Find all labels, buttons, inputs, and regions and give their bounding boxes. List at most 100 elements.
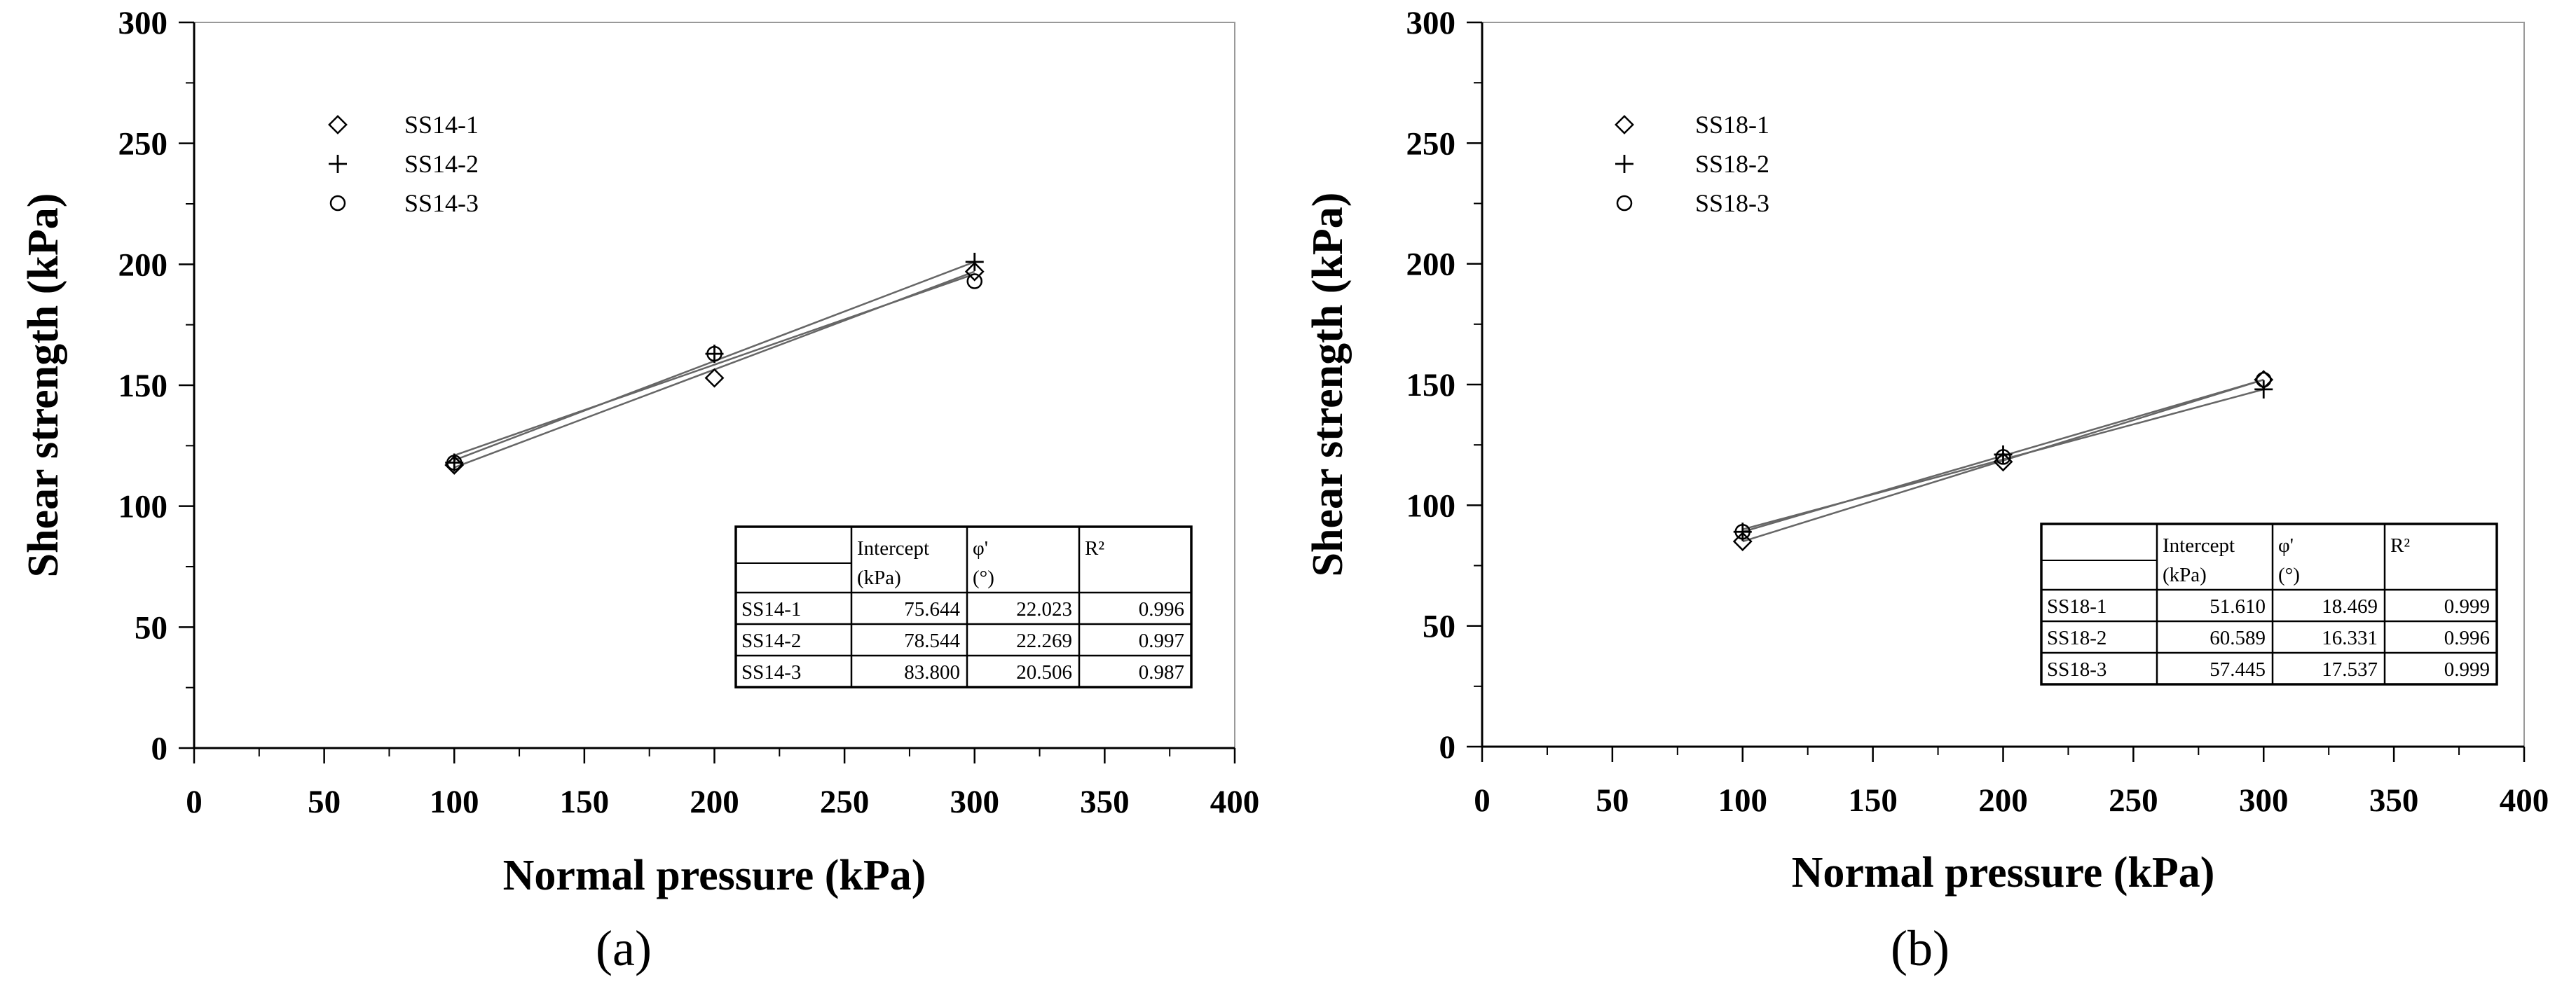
legend-label-ss18-1: SS18-1 <box>1695 111 1769 139</box>
y-tick-label: 300 <box>1406 5 1456 41</box>
y-axis-title: Shear strength (kPa) <box>20 193 67 578</box>
x-tick-label: 100 <box>1718 782 1768 819</box>
table-cell: 22.023 <box>1016 598 1072 621</box>
y-tick-label: 100 <box>1406 487 1456 524</box>
table-cell: 17.537 <box>2322 658 2378 681</box>
data-point-ss14-3 <box>446 455 463 471</box>
y-tick-label: 100 <box>118 489 168 525</box>
table-cell: Intercept <box>857 537 929 560</box>
x-tick-label: 200 <box>1978 782 2028 819</box>
legend-marker-ss18-3 <box>1616 195 1633 212</box>
table-cell: (°) <box>973 567 994 589</box>
data-point-ss14-3 <box>706 345 722 362</box>
x-tick-label: 400 <box>2500 782 2549 819</box>
table-cell: SS18-3 <box>2047 658 2106 681</box>
chart-panel-b: 0 50 100 150 200 250 300 350 400 0 50 100 150 200 250 3… <box>1304 5 2549 976</box>
data-point-ss14-2 <box>965 252 984 271</box>
legend-label-ss14-2: SS14-2 <box>404 150 479 178</box>
y-tick-label: 150 <box>118 368 168 404</box>
legend-label-ss14-1: SS14-1 <box>404 111 479 139</box>
data-point-ss18-3 <box>1734 523 1751 540</box>
table-cell: 0.999 <box>2444 658 2490 681</box>
table-cell: 0.996 <box>2444 627 2490 649</box>
table-cell: R² <box>1085 537 1104 560</box>
table-cell: 83.800 <box>904 661 960 684</box>
data-point-ss14-1 <box>964 261 985 282</box>
legend-label-ss18-2: SS18-2 <box>1695 150 1769 178</box>
table-cell: SS18-2 <box>2047 627 2106 649</box>
chart-panel-a: 0 50 100 150 200 250 300 350 400 0 50 100 150 200 250 3… <box>20 5 1259 976</box>
table-border <box>734 525 1193 689</box>
data-point-ss14-2 <box>445 453 464 472</box>
table-cell: SS14-2 <box>741 630 801 652</box>
x-axis-title: Normal pressure (kPa) <box>1792 849 2215 897</box>
data-point-ss18-2 <box>2254 380 2273 399</box>
x-tick-label: 200 <box>690 784 739 820</box>
table-cell: Intercept <box>2163 534 2235 557</box>
y-tick-label: 200 <box>118 247 168 283</box>
table-cell: 57.445 <box>2210 658 2266 681</box>
x-tick-label: 150 <box>1848 782 1898 819</box>
x-tick-label: 0 <box>186 784 203 820</box>
data-point-ss18-1 <box>1732 532 1753 551</box>
table-cell: φ' <box>2278 534 2294 557</box>
table-cell: 0.996 <box>1139 598 1184 621</box>
y-tick-label: 50 <box>1423 609 1455 645</box>
x-tick-label: 0 <box>1474 782 1491 819</box>
x-tick-label: 50 <box>1596 782 1629 819</box>
legend-marker-ss14-1 <box>328 115 348 134</box>
x-tick-label: 150 <box>560 784 610 820</box>
data-point-ss18-3 <box>1995 449 2011 465</box>
table-cell: SS14-3 <box>741 661 801 684</box>
table-cell: 0.997 <box>1139 630 1184 652</box>
table-cell: 0.999 <box>2444 595 2490 618</box>
data-point-ss14-3 <box>966 273 982 289</box>
y-tick-label: 300 <box>118 5 168 41</box>
table-cell: (kPa) <box>857 567 901 589</box>
legend-label-ss18-3: SS18-3 <box>1695 189 1769 217</box>
table-cell: 78.544 <box>904 630 960 652</box>
table-cell: (°) <box>2278 564 2300 586</box>
x-tick-label: 250 <box>820 784 870 820</box>
data-point-ss14-1 <box>704 368 725 388</box>
results-table: Intercept φ' R² (kPa) (°) SS18-1 51.610 18.469 0… <box>2040 523 2498 686</box>
table-cell: 16.331 <box>2322 627 2378 649</box>
legend-marker-ss14-2 <box>329 155 347 173</box>
results-table: Intercept φ' R² (kPa) (°) SS14-1 75.644 22.023 0… <box>734 525 1193 689</box>
data-point-ss18-3 <box>2256 371 2272 388</box>
panel-caption: (a) <box>596 920 652 976</box>
y-tick-label: 250 <box>1406 125 1456 162</box>
table-border <box>2040 523 2498 686</box>
x-tick-label: 250 <box>2109 782 2158 819</box>
table-cell: 22.269 <box>1016 630 1072 652</box>
table-cell: 75.644 <box>904 598 960 621</box>
legend-label-ss14-3: SS14-3 <box>404 189 479 217</box>
y-tick-label: 150 <box>1406 367 1456 403</box>
table-cell: 51.610 <box>2210 595 2266 618</box>
y-tick-label: 250 <box>118 126 168 162</box>
panel-caption: (b) <box>1891 920 1950 976</box>
legend-marker-ss14-3 <box>329 195 346 212</box>
table-cell: 0.987 <box>1139 661 1184 684</box>
y-tick-label: 50 <box>135 609 167 646</box>
x-tick-label: 350 <box>2369 782 2419 819</box>
table-cell: φ' <box>973 537 988 560</box>
x-tick-label: 400 <box>1210 784 1260 820</box>
table-cell: R² <box>2390 534 2410 557</box>
table-cell: 20.506 <box>1016 661 1072 684</box>
table-cell: SS18-1 <box>2047 595 2106 618</box>
x-tick-label: 100 <box>430 784 479 820</box>
x-tick-label: 350 <box>1080 784 1130 820</box>
x-tick-label: 300 <box>2239 782 2289 819</box>
data-point-ss18-2 <box>1733 523 1752 541</box>
table-cell: 18.469 <box>2322 595 2378 618</box>
table-cell: (kPa) <box>2163 564 2207 586</box>
y-axis-title: Shear strength (kPa) <box>1304 193 1352 577</box>
y-tick-label: 0 <box>151 731 168 767</box>
data-point-ss18-1 <box>1993 452 2013 472</box>
table-cell: SS14-1 <box>741 598 801 621</box>
legend-marker-ss18-2 <box>1615 155 1633 173</box>
x-axis-title: Normal pressure (kPa) <box>503 852 926 899</box>
x-tick-label: 300 <box>950 784 1000 820</box>
